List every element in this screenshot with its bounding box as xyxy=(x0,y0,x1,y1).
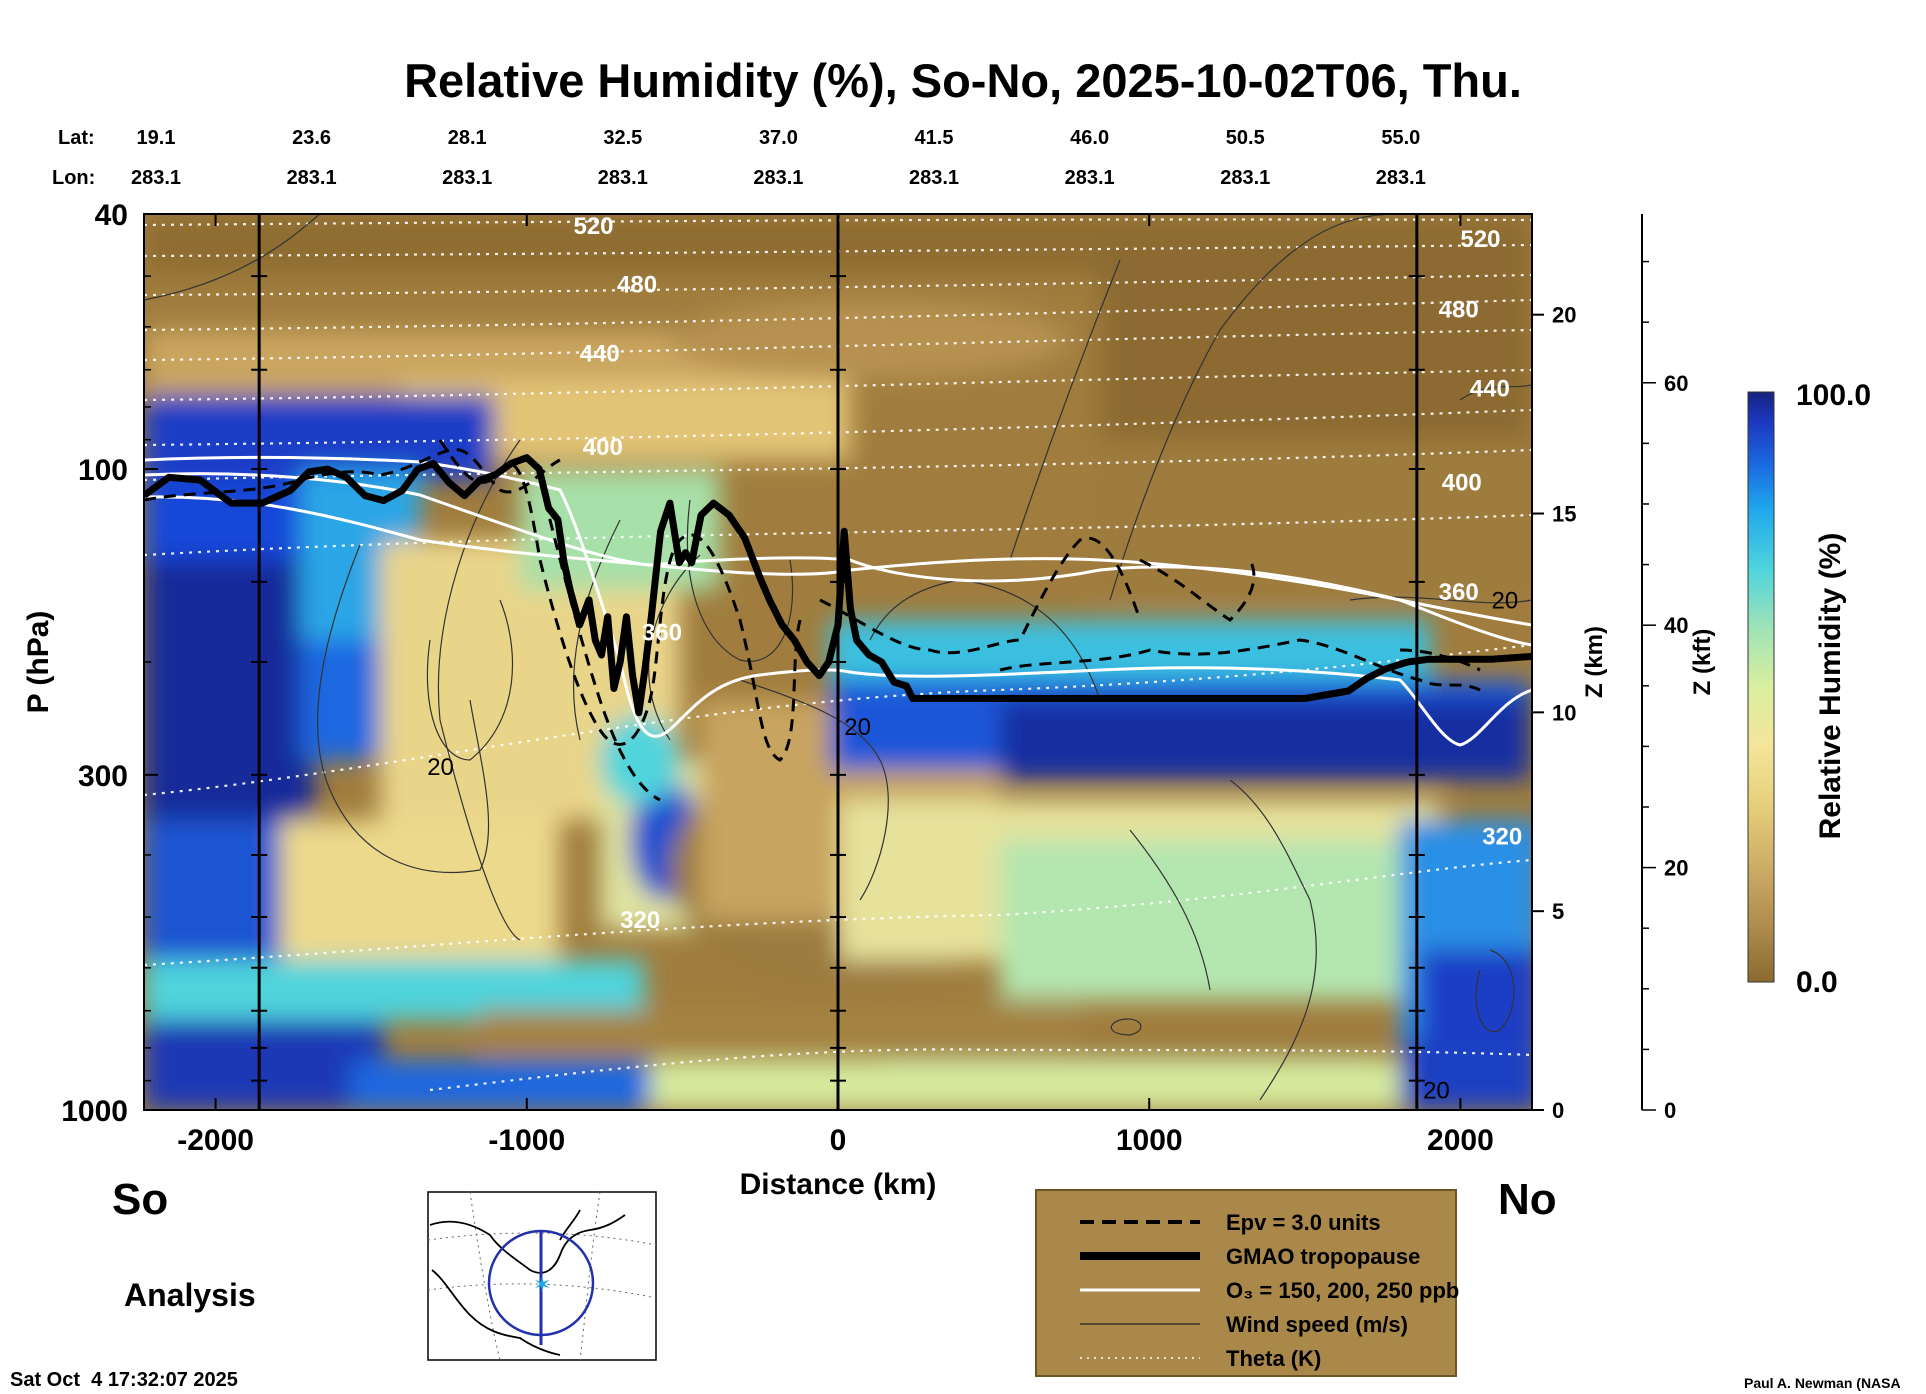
z-km-axis: 0 5 10 15 20 xyxy=(1531,214,1576,1123)
colorbar-min-label: 0.0 xyxy=(1796,966,1838,999)
station-lat-5: 41.5 xyxy=(915,127,954,149)
legend-label-2: O₃ = 150, 200, 250 ppb xyxy=(1226,1278,1459,1303)
theta-label: 320 xyxy=(620,907,660,934)
station-lat-4: 37.0 xyxy=(759,127,798,149)
z-km-label: Z (km) xyxy=(1581,626,1608,698)
theta-label: 520 xyxy=(573,213,613,240)
colorbar-gradient xyxy=(1747,391,1775,983)
inset-map: ✶ xyxy=(427,1191,657,1361)
y-tick-label: 1000 xyxy=(61,1095,128,1128)
theta-label: 360 xyxy=(1439,579,1479,606)
wind-label: 20 xyxy=(427,754,454,781)
station-lat-7: 50.5 xyxy=(1226,127,1265,149)
y-axis-label: P (hPa) xyxy=(22,611,55,714)
south-label: So xyxy=(112,1175,168,1224)
z-km-tick-label: 5 xyxy=(1552,899,1564,924)
x-tick-label: -2000 xyxy=(177,1124,254,1157)
station-lat-3: 32.5 xyxy=(603,127,642,149)
station-lat-2: 28.1 xyxy=(448,127,487,149)
theta-label: 400 xyxy=(1442,469,1482,496)
y-tick-label: 100 xyxy=(78,454,128,487)
north-label: No xyxy=(1498,1175,1557,1224)
legend-label-0: Epv = 3.0 units xyxy=(1226,1210,1381,1235)
legend-label-4: Theta (K) xyxy=(1226,1346,1321,1371)
station-lat-6: 46.0 xyxy=(1070,127,1109,149)
wind-label: 20 xyxy=(1423,1078,1450,1105)
theta-label: 440 xyxy=(580,341,620,368)
analysis-label: Analysis xyxy=(124,1277,256,1313)
station-lon-8: 283.1 xyxy=(1376,167,1426,189)
chart-title: Relative Humidity (%), So-No, 2025-10-02… xyxy=(404,54,1522,107)
z-kft-tick-label: 40 xyxy=(1664,613,1688,638)
theta-label: 320 xyxy=(1482,823,1522,850)
x-tick-label: 0 xyxy=(830,1124,847,1157)
theta-label: 440 xyxy=(1470,375,1510,402)
legend: Epv = 3.0 units GMAO tropopause O₃ = 150, … xyxy=(1035,1189,1459,1377)
x-axis: -2000 -1000 0 1000 2000 xyxy=(177,214,1494,1157)
z-km-tick-label: 15 xyxy=(1552,502,1576,527)
theta-label: 360 xyxy=(642,619,682,646)
station-lon-0: 283.1 xyxy=(131,167,181,189)
colorbar-max-label: 100.0 xyxy=(1796,379,1871,412)
station-lon-5: 283.1 xyxy=(909,167,959,189)
x-tick-label: 2000 xyxy=(1427,1124,1494,1157)
lon-label: Lon: xyxy=(52,167,95,189)
theta-label: 400 xyxy=(583,434,623,461)
wind-label: 20 xyxy=(1492,587,1519,614)
wind-label: 20 xyxy=(844,714,871,741)
coastline-icon xyxy=(429,1209,626,1356)
theta-label: 520 xyxy=(1460,226,1500,253)
y-tick-label: 300 xyxy=(78,760,128,793)
colorbar-title: Relative Humidity (%) xyxy=(1814,533,1847,840)
station-lon-4: 283.1 xyxy=(753,167,803,189)
station-lat-8: 55.0 xyxy=(1381,127,1420,149)
station-lon-3: 283.1 xyxy=(598,167,648,189)
latlon-header: Lat: Lon: 19.1 283.1 23.6 283.1 28.1 283.1 32.… xyxy=(52,127,1426,189)
tropopause-line xyxy=(144,454,1532,717)
legend-label-3: Wind speed (m/s) xyxy=(1226,1312,1408,1337)
theta-label: 480 xyxy=(617,271,657,298)
theta-label: 480 xyxy=(1439,296,1479,323)
z-kft-axis: 0 20 40 60 xyxy=(1641,214,1688,1123)
station-lon-2: 283.1 xyxy=(442,167,492,189)
colorbar: 100.0 0.0 Relative Humidity (%) xyxy=(1747,379,1871,999)
x-tick-label: -1000 xyxy=(488,1124,565,1157)
x-axis-label: Distance (km) xyxy=(740,1168,937,1201)
contour-labels: 520 480 440 400 360 320 520 480 440 400 360 320 20 20… xyxy=(427,213,1522,1105)
vertical-markers xyxy=(251,214,1425,1110)
station-lon-7: 283.1 xyxy=(1220,167,1270,189)
station-lat-0: 19.1 xyxy=(137,127,176,149)
z-kft-tick-label: 0 xyxy=(1664,1098,1676,1123)
wind-contours xyxy=(144,214,1532,1101)
legend-label-1: GMAO tropopause xyxy=(1226,1244,1420,1269)
z-kft-label: Z (kft) xyxy=(1689,629,1716,696)
z-kft-tick-label: 60 xyxy=(1664,371,1688,396)
lat-label: Lat: xyxy=(58,127,95,149)
z-kft-tick-label: 20 xyxy=(1664,856,1688,881)
z-km-tick-label: 10 xyxy=(1552,700,1576,725)
station-lon-1: 283.1 xyxy=(287,167,337,189)
x-tick-label: 1000 xyxy=(1116,1124,1183,1157)
timestamp: Sat Oct 4 17:32:07 2025 xyxy=(10,1369,238,1391)
y-tick-label: 40 xyxy=(95,199,128,232)
credit: Paul A. Newman (NASA xyxy=(1744,1375,1901,1391)
station-lat-1: 23.6 xyxy=(292,127,331,149)
map-center-icon: ✶ xyxy=(533,1272,551,1297)
y-axis: 40 100 300 1000 xyxy=(61,199,158,1128)
z-km-tick-label: 20 xyxy=(1552,303,1576,328)
z-km-tick-label: 0 xyxy=(1552,1098,1564,1123)
station-lon-6: 283.1 xyxy=(1065,167,1115,189)
